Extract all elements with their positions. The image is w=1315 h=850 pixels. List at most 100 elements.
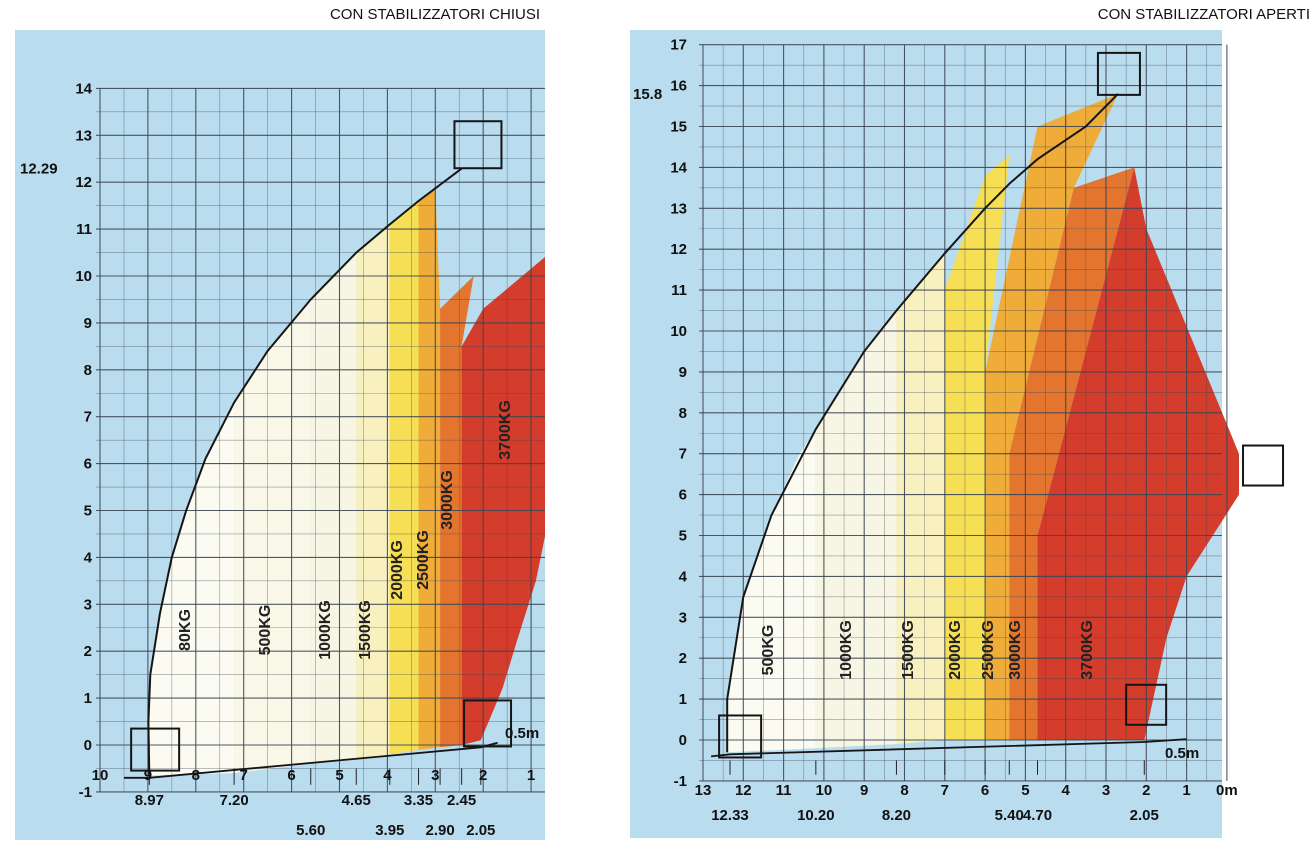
fork-carriage-top bbox=[453, 120, 503, 170]
x-callout-label: 10.20 bbox=[797, 807, 835, 824]
y-tick-label: 9 bbox=[679, 364, 687, 381]
scale-label: 0.5m bbox=[505, 725, 539, 742]
zone-label-1000kg: 1000KG bbox=[838, 620, 855, 680]
x-tick-label: 3 bbox=[1102, 782, 1110, 799]
scale-label: 0.5m bbox=[1165, 745, 1199, 762]
x-tick-label: 11 bbox=[776, 782, 792, 799]
y-tick-label: 1 bbox=[679, 691, 687, 708]
load-zone-1000kg bbox=[815, 310, 897, 749]
load-zone-3700kg bbox=[461, 257, 545, 745]
zone-label-2500kg: 2500KG bbox=[980, 620, 997, 680]
x-callout-label: 2.05 bbox=[1130, 807, 1159, 824]
load-zone-80kg bbox=[148, 402, 235, 776]
y-tick-label: 7 bbox=[84, 409, 92, 426]
zone-label-2500kg: 2500KG bbox=[415, 530, 432, 590]
x-tick-label: 5 bbox=[335, 767, 343, 784]
y-tick-label: 3 bbox=[679, 609, 687, 626]
x-callout-label: 8.97 bbox=[135, 792, 164, 809]
zone-label-3000kg: 3000KG bbox=[1007, 620, 1024, 680]
x-callout-label: 5.60 bbox=[296, 822, 325, 839]
fork-carriage-near bbox=[463, 699, 513, 748]
x-tick-label: 6 bbox=[287, 767, 295, 784]
y-tick-label: 0 bbox=[679, 732, 687, 749]
load-zone-1500kg bbox=[896, 253, 945, 745]
y-tick-label: 6 bbox=[679, 487, 687, 504]
x-tick-label: 10 bbox=[92, 767, 109, 784]
y-tick-label: 5 bbox=[679, 528, 687, 545]
y-tick-label: 1 bbox=[84, 690, 92, 707]
y-tick-label: 3 bbox=[84, 596, 92, 613]
zone-label-2000kg: 2000KG bbox=[389, 540, 406, 600]
x-tick-label: 13 bbox=[695, 782, 712, 799]
fork-carriage-top bbox=[1096, 51, 1141, 96]
zone-label-3700kg: 3700KG bbox=[497, 400, 514, 460]
y-tick-label: 4 bbox=[84, 549, 93, 566]
x-tick-label: 8 bbox=[900, 782, 908, 799]
x-callout-label: 3.35 bbox=[404, 792, 433, 809]
x-tick-label: 2 bbox=[1142, 782, 1150, 799]
x-callout-label: 8.20 bbox=[882, 807, 911, 824]
x-callout-label: 2.45 bbox=[447, 792, 476, 809]
x-callout-label: 3.95 bbox=[375, 822, 404, 839]
y-tick-label: 5 bbox=[84, 503, 92, 520]
y-tick-label: 14 bbox=[75, 80, 92, 97]
fork-carriage-near bbox=[1125, 683, 1168, 726]
x-tick-label: 9 bbox=[144, 767, 152, 784]
zone-label-2000kg: 2000KG bbox=[947, 620, 964, 680]
y-tick-label: 10 bbox=[75, 268, 92, 285]
fork-carriage-side bbox=[1242, 444, 1285, 487]
y-tick-label: 11 bbox=[671, 282, 687, 299]
y-tick-label: 2 bbox=[679, 650, 687, 667]
y-tick-label: 13 bbox=[75, 127, 92, 144]
y-tick-label: -1 bbox=[79, 784, 92, 801]
x-tick-label: 7 bbox=[240, 767, 248, 784]
y-tick-label: 14 bbox=[670, 159, 687, 176]
reach-envelope-curve bbox=[147, 167, 463, 776]
floor-line bbox=[124, 741, 498, 779]
x-tick-label: 1 bbox=[527, 767, 535, 784]
y-tick-label: 2 bbox=[84, 643, 92, 660]
x-tick-label: 4 bbox=[1062, 782, 1071, 799]
x-tick-label: 4 bbox=[383, 767, 392, 784]
x-callout-label: 4.70 bbox=[1023, 807, 1052, 824]
load-zone-2500kg bbox=[418, 186, 441, 750]
load-zone-3000kg bbox=[440, 276, 474, 748]
y-tick-label: 17 bbox=[670, 37, 687, 54]
x-tick-label: 12 bbox=[735, 782, 752, 799]
y-tick-label: 8 bbox=[679, 405, 687, 422]
x-callout-label: 5.40 bbox=[995, 807, 1024, 824]
x-tick-label: 0m bbox=[1216, 782, 1238, 799]
right-chart-title: CON STABILIZZATORI APERTI bbox=[1097, 6, 1310, 23]
load-zone-2000kg bbox=[389, 201, 419, 755]
floor-line bbox=[711, 738, 1187, 758]
x-tick-label: 3 bbox=[431, 767, 439, 784]
load-zone-1000kg bbox=[310, 252, 357, 764]
zone-label-3000kg: 3000KG bbox=[439, 470, 456, 530]
zone-label-3700kg: 3700KG bbox=[1079, 620, 1096, 680]
x-callout-label: 2.90 bbox=[425, 822, 454, 839]
y-tick-label: 8 bbox=[84, 362, 92, 379]
x-tick-label: 2 bbox=[479, 767, 487, 784]
load-zone-2500kg bbox=[985, 93, 1119, 741]
fork-carriage-start bbox=[718, 714, 763, 759]
x-tick-label: 7 bbox=[941, 782, 949, 799]
left-chart-title: CON STABILIZZATORI CHIUSI bbox=[329, 6, 540, 23]
zone-label-80kg: 80KG bbox=[177, 609, 194, 651]
y-tick-label: 7 bbox=[679, 446, 687, 463]
load-zone-500kg bbox=[727, 429, 816, 753]
y-tick-label: 13 bbox=[670, 200, 687, 217]
y-tick-label: 4 bbox=[679, 568, 688, 585]
max-height-callout: 12.29 bbox=[20, 161, 58, 178]
zone-label-1500kg: 1500KG bbox=[900, 620, 917, 680]
chart-grid bbox=[96, 87, 545, 793]
chart-grid bbox=[699, 44, 1228, 782]
y-tick-label: 0 bbox=[84, 737, 92, 754]
x-callout-label: 12.33 bbox=[711, 807, 749, 824]
zone-label-1500kg: 1500KG bbox=[357, 600, 374, 660]
load-zone-1500kg bbox=[356, 224, 390, 760]
x-tick-label: 8 bbox=[192, 767, 200, 784]
reach-envelope-curve bbox=[726, 93, 1119, 753]
y-tick-label: 6 bbox=[84, 456, 92, 473]
